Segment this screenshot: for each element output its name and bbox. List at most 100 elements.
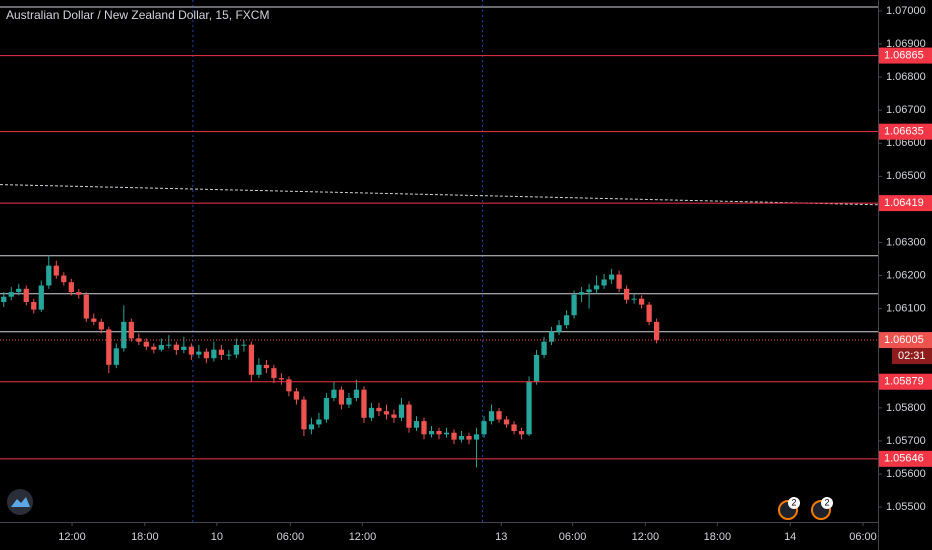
candle-body (106, 329, 112, 365)
candle-body (383, 411, 390, 415)
y-tick-label: 1.06100 (886, 303, 926, 315)
candle-body (481, 421, 487, 435)
y-tick-label: 1.06300 (886, 236, 926, 248)
candle-body (271, 368, 277, 379)
candle-body (91, 318, 97, 322)
candle-body (61, 275, 67, 283)
candle-body (241, 344, 247, 346)
candle-body (353, 389, 360, 398)
candle-body (578, 292, 585, 295)
y-tick-label: 1.06700 (886, 104, 926, 116)
candle-body (421, 421, 427, 435)
plot-area (0, 0, 879, 522)
y-tick-label: 1.05600 (886, 468, 926, 480)
y-tick-label: 1.05500 (886, 501, 926, 513)
candle-body (286, 379, 292, 392)
event-badge[interactable]: 2 (778, 497, 800, 520)
x-tick-label: 13 (495, 531, 507, 543)
candle-body (398, 404, 405, 418)
price-label-box (879, 450, 932, 467)
candle-body (196, 351, 202, 355)
candle-body (563, 315, 570, 326)
price-label: 1.06865 (884, 49, 924, 61)
candle-body (143, 341, 149, 347)
candle-body (376, 407, 382, 412)
event-count-bg (788, 497, 800, 509)
candle-body (211, 349, 217, 359)
y-tick-label: 1.07000 (886, 5, 926, 17)
price-label-box (879, 373, 932, 390)
candle-body (293, 391, 300, 400)
price-label: 1.05646 (884, 453, 924, 465)
event-count-bg (821, 497, 833, 509)
candle-body (338, 389, 345, 405)
candle-body (121, 321, 127, 349)
x-tick-label: 18:00 (131, 531, 159, 543)
candle-body (331, 389, 337, 398)
candle-body (323, 397, 330, 420)
current-price-box (879, 332, 932, 349)
candle-body (38, 285, 44, 310)
logo-mark[interactable] (11, 497, 30, 507)
candle-body (413, 421, 420, 428)
candle-body (601, 279, 607, 286)
chart-title: Australian Dollar / New Zealand Dollar, … (6, 8, 269, 22)
candle-body (526, 381, 532, 435)
candle-body (608, 274, 615, 280)
candle-body (541, 341, 547, 355)
candle-body (533, 354, 540, 382)
candle-body (53, 265, 59, 276)
candle-body (458, 435, 465, 440)
countdown: 02:31 (898, 350, 926, 362)
candle-body (1, 296, 7, 303)
candle-body (173, 344, 179, 350)
candle-body (128, 321, 134, 339)
candle-body (436, 431, 442, 435)
candle-body (473, 434, 480, 440)
y-tick-label: 1.06200 (886, 269, 926, 281)
candle-body (8, 292, 14, 297)
candle-body (548, 331, 555, 342)
candle-body (496, 411, 502, 420)
candle-body (188, 346, 194, 355)
x-tick-label: 10 (211, 531, 223, 543)
trend-line (0, 184, 879, 206)
y-tick-label: 1.06600 (886, 137, 926, 149)
candle-body (308, 424, 315, 430)
event-count: 2 (824, 497, 829, 507)
candle-body (98, 321, 104, 330)
candle-body (166, 344, 172, 346)
x-tick-label: 12:00 (58, 531, 86, 543)
candle-body (653, 321, 660, 341)
event-badge[interactable]: 2 (811, 497, 833, 520)
x-tick-label: 06:00 (559, 531, 587, 543)
candle-body (593, 285, 600, 290)
candle-body (466, 435, 472, 440)
x-tick-label: 06:00 (849, 531, 877, 543)
candle-body (248, 344, 255, 375)
logo[interactable] (7, 489, 33, 515)
price-label-box (879, 195, 932, 212)
candle-body (46, 265, 52, 286)
event-count: 2 (791, 497, 796, 507)
candle-body (556, 325, 562, 332)
candle-body (301, 399, 307, 430)
candle-body (406, 404, 412, 428)
countdown-box (892, 348, 932, 365)
y-tick-label: 1.05700 (886, 435, 926, 447)
candle-body (31, 302, 37, 310)
candle-body (511, 424, 517, 432)
y-tick-label: 1.06500 (886, 170, 926, 182)
candle-body (428, 431, 435, 435)
candle-body (571, 294, 577, 316)
candle-body (316, 419, 322, 425)
price-label: 1.06635 (884, 126, 924, 138)
x-tick-label: 06:00 (277, 531, 305, 543)
price-label-box (879, 47, 932, 64)
candle-body (518, 431, 525, 435)
y-tick-label: 1.05800 (886, 402, 926, 414)
candle-body (203, 351, 209, 359)
